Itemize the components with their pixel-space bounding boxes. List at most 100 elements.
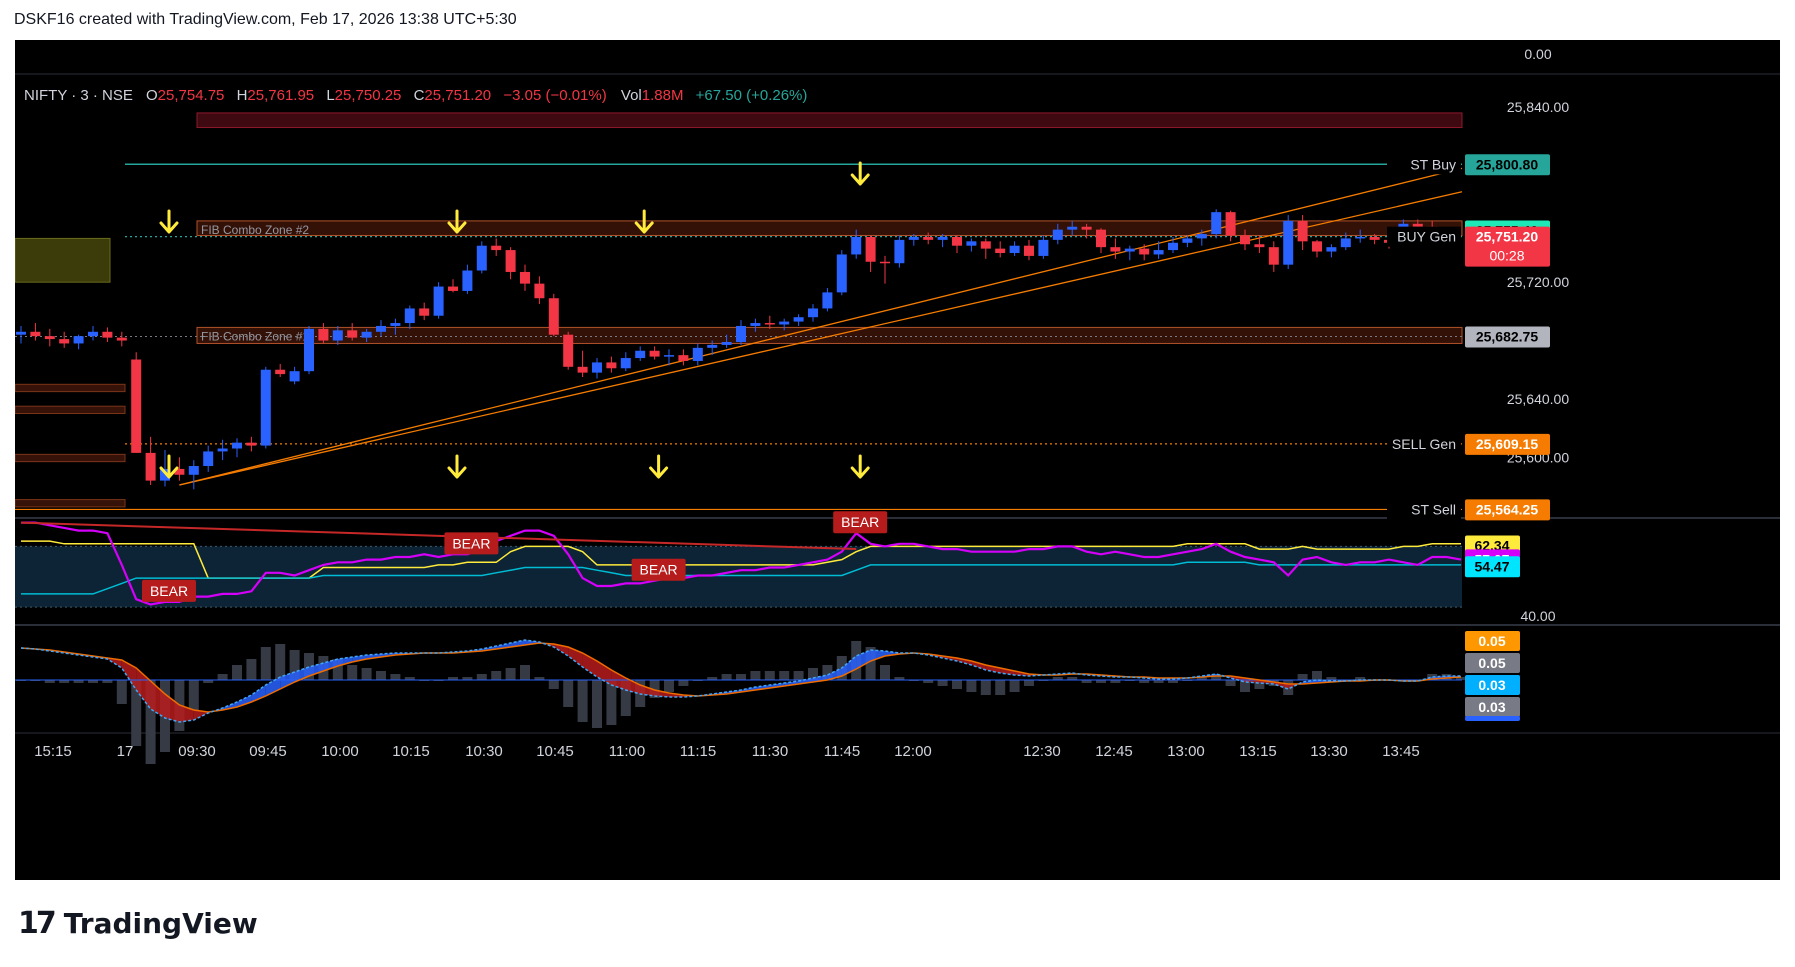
candle-body [880, 261, 890, 264]
candle [721, 334, 732, 348]
macd-histogram-bar [779, 671, 790, 680]
macd-histogram-bar [750, 671, 761, 680]
time-tick-label: 12:45 [1095, 743, 1133, 760]
macd-histogram-bar [59, 680, 70, 683]
macd-histogram-bar [102, 680, 113, 683]
candle-body [260, 369, 271, 446]
rsi-value-bg [1465, 556, 1520, 578]
candle [188, 460, 199, 490]
macd-histogram-bar [73, 680, 84, 683]
candle [779, 318, 790, 331]
signal-arrow-top [159, 209, 179, 234]
macd-histogram-bar [188, 680, 199, 710]
candle-body [620, 358, 631, 369]
candle-body [246, 442, 257, 446]
candle-body [966, 241, 977, 246]
time-tick-label: 13:15 [1239, 743, 1277, 760]
candle-body [1009, 245, 1020, 253]
buy-gen-tag-bg [1465, 226, 1550, 267]
candle-body [1096, 229, 1106, 248]
macd-histogram-bar [1139, 680, 1150, 683]
macd-histogram-bar [1110, 680, 1121, 683]
macd-histogram-bar [822, 665, 833, 680]
signal-arrow-top [634, 209, 654, 234]
macd-histogram-bar [764, 671, 775, 680]
candle-body [318, 328, 329, 341]
candle [145, 436, 156, 485]
macd-line [20, 639, 1461, 723]
macd-histogram-bar [1168, 680, 1178, 683]
bear-label-bg [833, 511, 888, 534]
bear-label-bg [444, 532, 499, 555]
st-sell-price: 25,564.25 [1476, 501, 1538, 517]
macd-histogram-bar [1456, 677, 1466, 680]
candle-body [1268, 247, 1279, 265]
candle-body [764, 323, 775, 325]
macd-histogram-bar [390, 674, 401, 680]
macd-histogram-bar [1355, 677, 1366, 680]
time-tick-label: 10:00 [321, 743, 359, 760]
candle-body [1038, 239, 1049, 256]
candle-body [779, 321, 790, 325]
candle [1268, 241, 1279, 272]
candle [1312, 239, 1322, 258]
macd-fill-segment [971, 661, 986, 670]
candle [822, 288, 833, 312]
st-buy-label: ST Buy [1410, 156, 1456, 172]
macd-value-bg [1465, 631, 1520, 651]
candle-body [649, 350, 660, 357]
legend-h-label: H [237, 87, 248, 104]
macd-histogram-bar [1211, 674, 1222, 680]
price-tick-label: 0.00 [1524, 46, 1551, 62]
level-price-25682-bg [1465, 326, 1550, 348]
macd-histogram-bar [217, 674, 228, 680]
candle [131, 352, 142, 453]
legend-change: −3.05 (−0.01%) [503, 87, 606, 104]
macd-histogram-bar [1196, 677, 1207, 680]
candle-body [1326, 247, 1337, 252]
candle-body [16, 331, 26, 335]
candle-body [232, 442, 242, 449]
candle [577, 350, 588, 378]
macd-fill-segment [870, 650, 885, 661]
chart-frame[interactable]: FIB Combo Zone #2 FIB Combo Zone #1 BEAR B… [15, 40, 1780, 880]
macd-fill-segment [222, 702, 237, 710]
candle [563, 331, 574, 370]
candle [462, 264, 473, 294]
macd-histogram-bar [1067, 677, 1078, 680]
macd-histogram-bar [880, 665, 890, 680]
candle [836, 250, 847, 296]
macd-fill-segment [827, 668, 842, 680]
candle [260, 366, 271, 449]
macd-histogram-bar [289, 650, 300, 680]
macd-histogram-bar [145, 680, 156, 764]
candle-body [404, 308, 415, 324]
trendlines-layer [179, 167, 1463, 486]
candle-body [952, 236, 962, 246]
signal-arrow-bottom [159, 454, 179, 479]
candle-body [1283, 220, 1294, 265]
candle-body [102, 331, 113, 338]
st-sell-label-bg [1387, 499, 1461, 520]
candle-body [116, 337, 127, 341]
macd-histogram-bar [232, 665, 242, 680]
bear-label-bg [142, 579, 196, 602]
macd-histogram-bar [1297, 674, 1308, 680]
markers-layer [159, 161, 870, 479]
rsi-divergence-line [20, 521, 857, 551]
candle [1124, 245, 1135, 261]
macd-histogram-bar [865, 647, 876, 680]
signal-arrow-bottom [447, 454, 467, 479]
price-tick-label: 25,840.00 [1507, 99, 1569, 115]
candle-body [174, 468, 185, 475]
candle [880, 255, 890, 284]
candle-body [1067, 226, 1078, 230]
candle-body [707, 344, 718, 348]
signal-arrow-top [850, 161, 870, 186]
candle-body [217, 448, 228, 452]
candle [1153, 241, 1164, 259]
macd-histogram-bar [275, 644, 286, 680]
tradingview-logo[interactable]: 17 TradingView [18, 905, 258, 941]
st-buy-label-bg [1387, 154, 1461, 175]
